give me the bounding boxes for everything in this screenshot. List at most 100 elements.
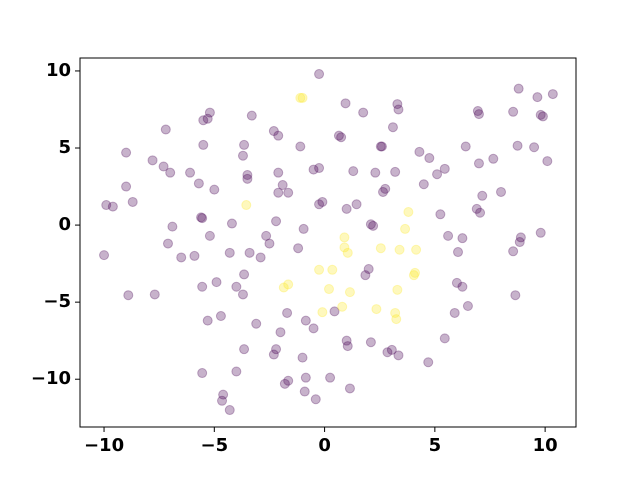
point [515, 232, 526, 243]
point [147, 155, 158, 166]
point [244, 247, 255, 258]
point [529, 142, 540, 153]
point [310, 394, 321, 405]
y-tick-label: 10 [46, 60, 71, 81]
point [209, 184, 220, 195]
plot-frame [79, 57, 577, 428]
point [342, 341, 353, 352]
point [314, 264, 325, 275]
point [542, 156, 553, 167]
point [218, 389, 229, 400]
point [336, 132, 347, 143]
point [314, 199, 325, 210]
point [261, 230, 272, 241]
point [378, 186, 389, 197]
point [297, 92, 308, 103]
point [365, 219, 376, 230]
point [255, 252, 266, 263]
point [439, 163, 450, 174]
point [457, 281, 468, 292]
point [202, 315, 213, 326]
point [297, 352, 308, 363]
point [149, 289, 160, 300]
point [308, 323, 319, 334]
point [268, 349, 279, 360]
point [273, 167, 284, 178]
point [298, 223, 309, 234]
point [460, 141, 471, 152]
point [160, 124, 171, 135]
point [453, 247, 464, 258]
point [403, 206, 414, 217]
point [275, 327, 286, 338]
point [283, 375, 294, 386]
point [462, 301, 473, 312]
point [197, 281, 208, 292]
point [339, 232, 350, 243]
point [341, 203, 352, 214]
point [215, 311, 226, 322]
point [317, 196, 328, 207]
point [449, 307, 460, 318]
y-tick-label: 0 [58, 214, 71, 235]
point [251, 318, 262, 329]
point [535, 227, 546, 238]
point [283, 279, 294, 290]
point [325, 372, 336, 383]
point [165, 167, 176, 178]
point [123, 290, 134, 301]
point [513, 83, 524, 94]
point [293, 243, 304, 254]
point [471, 203, 482, 214]
point [393, 350, 404, 361]
x-tick-label: −10 [84, 435, 124, 456]
point [299, 386, 310, 397]
point [418, 179, 429, 190]
point [339, 242, 350, 253]
point [198, 139, 209, 150]
x-tick-label: −5 [201, 435, 229, 456]
point [391, 314, 402, 325]
point [473, 158, 484, 169]
point [344, 287, 355, 298]
point [535, 109, 546, 120]
point [127, 196, 138, 207]
point [510, 290, 521, 301]
point [457, 233, 468, 244]
point [121, 181, 132, 192]
y-tick-label: 5 [58, 137, 71, 158]
point [295, 92, 306, 103]
point [242, 169, 253, 180]
point [239, 139, 250, 150]
point [189, 250, 200, 261]
point [537, 111, 548, 122]
x-tick-label: 0 [318, 435, 331, 456]
point [242, 173, 253, 184]
point [363, 264, 374, 275]
point [271, 344, 282, 355]
point [368, 220, 379, 231]
point [376, 141, 387, 152]
point [382, 347, 393, 358]
point [432, 169, 443, 180]
point [392, 284, 403, 295]
point [283, 187, 294, 198]
point [211, 277, 222, 288]
point [365, 337, 376, 348]
point [246, 110, 257, 121]
point [204, 230, 215, 241]
point [239, 344, 250, 355]
point [351, 199, 362, 210]
point [392, 99, 403, 110]
point [273, 130, 284, 141]
point [185, 167, 196, 178]
point [300, 372, 311, 383]
point [314, 163, 325, 174]
point [101, 200, 112, 211]
point [158, 161, 169, 172]
point [237, 289, 248, 300]
point [423, 357, 434, 368]
point [472, 106, 483, 117]
point [241, 200, 252, 211]
